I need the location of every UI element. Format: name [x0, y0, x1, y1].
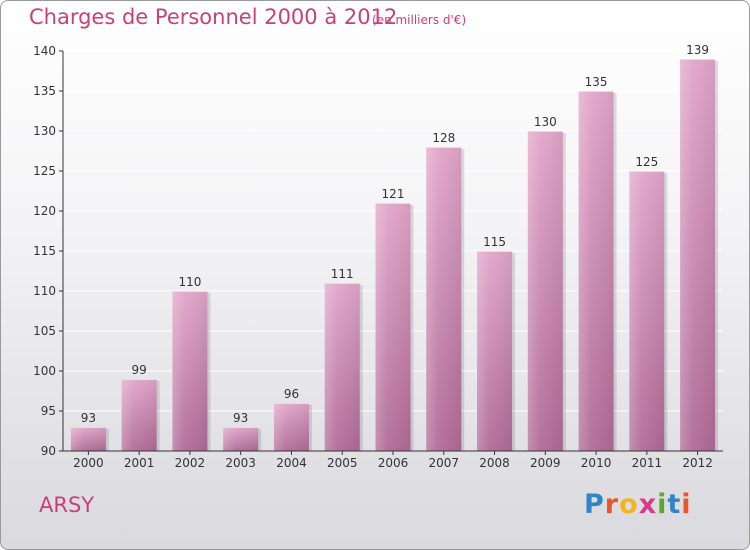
- x-tick-label: 2001: [124, 456, 155, 470]
- value-label: 135: [585, 75, 608, 89]
- proxiti-logo: Proxiti: [584, 489, 692, 520]
- logo-letter: P: [584, 489, 605, 520]
- x-tick-label: 2009: [530, 456, 561, 470]
- value-label: 93: [81, 411, 96, 425]
- y-tick-label: 130: [33, 124, 56, 138]
- value-label: 130: [534, 115, 557, 129]
- value-label: 96: [284, 387, 299, 401]
- y-tick-label: 135: [33, 84, 56, 98]
- bar-shine: [578, 91, 614, 451]
- bar-shine: [121, 379, 157, 451]
- value-label: 128: [432, 131, 455, 145]
- y-tick-label: 100: [33, 364, 56, 378]
- x-tick-label: 2005: [327, 456, 358, 470]
- town-name: ARSY: [39, 493, 95, 517]
- y-tick-label: 140: [33, 44, 56, 58]
- value-label: 139: [686, 43, 709, 57]
- value-label: 99: [132, 363, 147, 377]
- x-tick-label: 2008: [479, 456, 510, 470]
- bar-shine: [680, 59, 716, 451]
- axes: [59, 50, 723, 455]
- logo-letter: t: [667, 489, 682, 520]
- bar-shine: [172, 291, 208, 451]
- x-tick-label: 2002: [175, 456, 206, 470]
- bar-shine: [70, 427, 106, 451]
- y-tick-label: 95: [41, 404, 56, 418]
- logo-letter: r: [604, 489, 620, 520]
- logo-letter: i: [657, 489, 668, 520]
- y-tick-label: 90: [41, 444, 56, 458]
- bar-shine: [324, 283, 360, 451]
- x-tick-label: 2003: [225, 456, 256, 470]
- value-label: 115: [483, 235, 506, 249]
- bar-shine: [629, 171, 665, 451]
- bar-shine: [477, 251, 513, 451]
- logo-letter: x: [638, 489, 658, 520]
- value-label: 110: [178, 275, 201, 289]
- logo-letter: o: [619, 489, 639, 520]
- chart-subtitle: (en milliers d'€): [372, 13, 467, 27]
- x-tick-label: 2004: [276, 456, 307, 470]
- value-label: 125: [635, 155, 658, 169]
- y-tick-label: 125: [33, 164, 56, 178]
- chart-title: Charges de Personnel 2000 à 2012: [29, 5, 398, 29]
- x-tick-label: 2012: [682, 456, 713, 470]
- bars: [70, 59, 719, 451]
- labels: 90 95 100 105 110 115 120 125 130 135 140 93 2000 99 2…: [33, 43, 713, 470]
- bar-shine: [375, 203, 411, 451]
- value-label: 121: [382, 187, 405, 201]
- x-tick-label: 2010: [581, 456, 612, 470]
- bar-shine: [426, 147, 462, 451]
- bar-shine: [527, 131, 563, 451]
- y-tick-label: 110: [33, 284, 56, 298]
- y-tick-label: 120: [33, 204, 56, 218]
- value-label: 111: [331, 267, 354, 281]
- y-tick-label: 115: [33, 244, 56, 258]
- x-tick-label: 2000: [73, 456, 104, 470]
- value-label: 93: [233, 411, 248, 425]
- x-tick-label: 2011: [632, 456, 663, 470]
- y-tick-label: 105: [33, 324, 56, 338]
- bar-shine: [273, 403, 309, 451]
- bar-shine: [223, 427, 259, 451]
- x-tick-label: 2007: [428, 456, 459, 470]
- x-tick-label: 2006: [378, 456, 409, 470]
- logo-letter: i: [681, 489, 692, 520]
